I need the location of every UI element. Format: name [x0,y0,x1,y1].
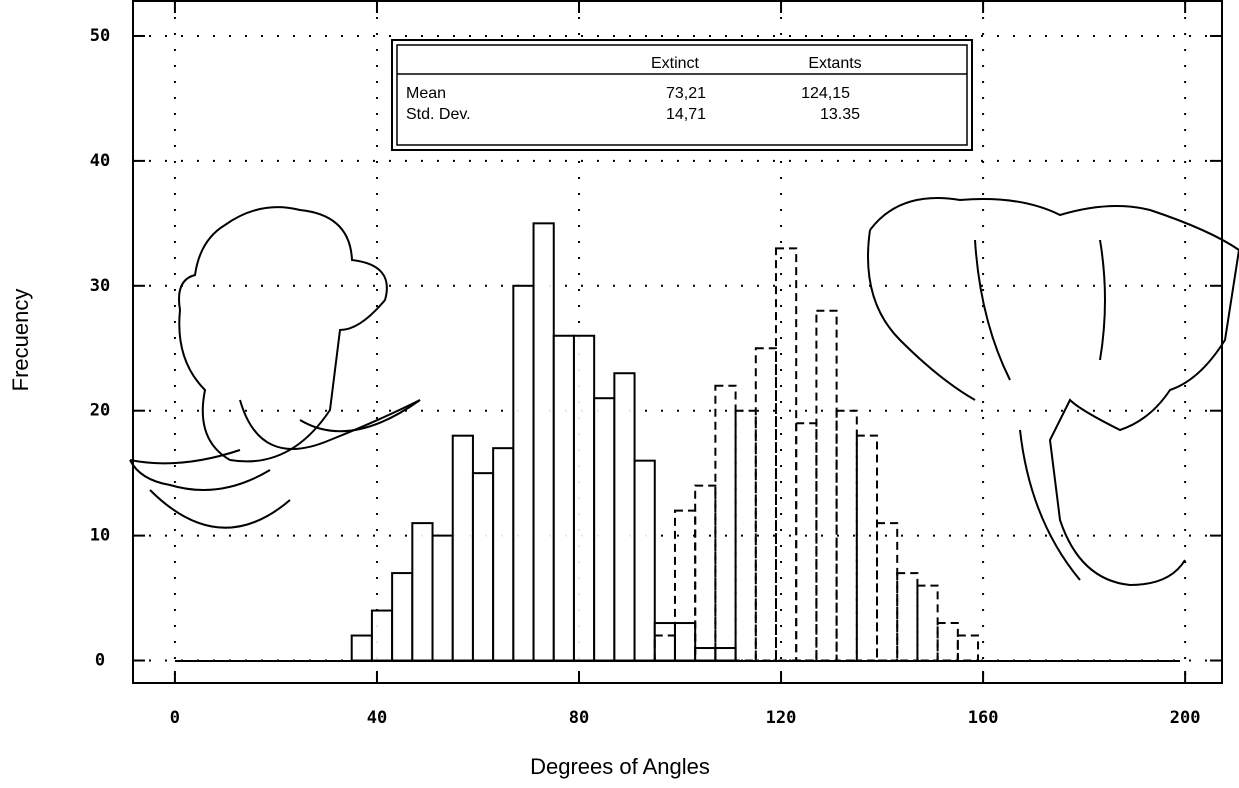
y-tick-label: 20 [90,401,110,421]
y-tick-label: 10 [90,526,110,546]
histogram-bar [633,459,656,662]
x-tick-label: 200 [1170,708,1201,728]
histogram-bar [451,434,474,662]
x-tick-label: 160 [968,708,999,728]
histogram-bar [370,609,394,662]
y-axis-label: Frecuency [8,289,33,392]
histogram-bar [956,634,980,662]
table-header: Extinct [651,55,700,72]
x-tick-label: 80 [569,708,589,728]
x-tick-label: 0 [170,708,180,728]
histogram-bar [391,572,414,662]
histogram-bar [572,334,596,662]
table-cell: Std. Dev. [406,106,471,123]
histogram-bar [512,284,535,662]
histogram-bar [431,534,454,662]
x-tick-label: 40 [367,708,387,728]
histogram-bar [593,397,616,662]
y-tick-label: 0 [95,651,105,671]
histogram-bar [774,247,798,662]
histogram-bar [815,309,838,662]
y-tick-label: 40 [90,151,110,171]
histogram-bar [936,622,959,662]
histogram-bar [795,422,818,662]
histogram-bar [613,372,636,662]
table-border [391,39,973,151]
table-border [396,44,968,146]
table-cell: 73,21 [666,85,706,102]
histogram-bar [754,347,777,662]
stats-table: Extinct Extants Mean 73,21 124,15 Std. D… [391,39,973,151]
histogram-bar [734,409,757,662]
histogram-bar [492,447,515,662]
y-tick-label: 50 [90,26,110,46]
histogram-bar [855,434,879,662]
histogram-bar [694,484,717,662]
histogram-bar [552,334,575,662]
histogram-bar [714,647,737,662]
histogram-bar [350,634,373,662]
bars [350,222,980,662]
histogram-bar [876,522,899,662]
x-tick-label: 120 [766,708,797,728]
table-cell: 124,15 [801,85,850,102]
table-cell: Mean [406,85,446,102]
histogram-bar [471,472,495,662]
histogram-bar [653,622,676,662]
histogram-bar [532,222,555,662]
histogram-bar [916,584,939,662]
table-header: Extants [808,55,861,72]
histogram-bar [411,522,434,662]
elephant-drawing [867,197,1239,587]
histogram-bar [694,647,717,662]
histogram-bar [673,622,697,662]
table-cell: 13.35 [820,106,860,123]
histogram-bar [714,384,737,662]
plot-frame [132,0,1223,684]
mammoth-drawing [129,206,421,529]
histogram-bar [896,572,919,662]
x-axis-label: Degrees of Angles [530,754,710,779]
y-tick-label: 30 [90,276,110,296]
table-cell: 14,71 [666,106,706,123]
